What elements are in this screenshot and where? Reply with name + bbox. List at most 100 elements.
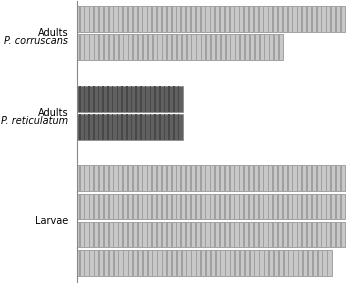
Bar [185, 6, 187, 32]
Bar [268, 6, 269, 32]
Bar [186, 250, 187, 275]
Bar [171, 166, 172, 191]
Bar [253, 6, 255, 32]
Bar [185, 166, 187, 191]
Bar [316, 222, 318, 247]
Bar [89, 222, 90, 247]
Bar [282, 166, 284, 191]
Bar [178, 114, 179, 140]
Bar [83, 114, 85, 140]
Bar [205, 194, 206, 219]
Bar [166, 6, 168, 32]
Bar [181, 250, 183, 275]
Bar [147, 34, 149, 60]
Bar [340, 222, 342, 247]
Bar [205, 250, 207, 275]
Bar [79, 86, 81, 112]
Bar [178, 86, 179, 112]
Bar [306, 194, 308, 219]
Bar [239, 250, 241, 275]
Bar [180, 222, 182, 247]
Bar [117, 114, 118, 140]
Bar [335, 194, 337, 219]
Bar [142, 34, 144, 60]
Bar [253, 166, 255, 191]
Bar [94, 194, 95, 219]
Bar [326, 194, 327, 219]
Bar [176, 6, 177, 32]
Bar [137, 6, 139, 32]
Bar [89, 6, 90, 32]
Bar [190, 194, 192, 219]
Bar [88, 86, 90, 112]
Bar [302, 250, 304, 275]
Bar [76, 6, 345, 32]
Bar [76, 166, 345, 191]
Bar [248, 166, 250, 191]
Bar [166, 222, 168, 247]
Bar [103, 34, 105, 60]
Bar [195, 166, 197, 191]
Bar [147, 250, 149, 275]
Bar [108, 250, 110, 275]
Bar [234, 222, 235, 247]
Bar [76, 114, 183, 140]
Bar [249, 250, 251, 275]
Bar [98, 222, 100, 247]
Bar [180, 6, 182, 32]
Bar [292, 194, 294, 219]
Bar [234, 166, 235, 191]
Bar [118, 166, 119, 191]
Bar [209, 6, 211, 32]
Bar [224, 166, 226, 191]
Bar [137, 222, 139, 247]
Bar [327, 250, 328, 275]
Bar [292, 166, 294, 191]
Bar [316, 166, 318, 191]
Bar [229, 222, 231, 247]
Bar [135, 114, 137, 140]
Bar [154, 114, 156, 140]
Bar [131, 114, 132, 140]
Bar [84, 250, 86, 275]
Bar [121, 86, 123, 112]
Bar [84, 34, 86, 60]
Bar [224, 6, 226, 32]
Bar [89, 194, 90, 219]
Bar [107, 114, 109, 140]
Bar [326, 222, 327, 247]
Bar [88, 114, 90, 140]
Bar [269, 34, 270, 60]
Bar [126, 114, 128, 140]
Bar [147, 222, 148, 247]
Bar [190, 222, 192, 247]
Bar [254, 250, 255, 275]
Bar [171, 34, 173, 60]
Bar [132, 166, 134, 191]
Bar [132, 250, 134, 275]
Bar [118, 250, 119, 275]
Bar [340, 194, 342, 219]
Bar [321, 166, 322, 191]
Bar [258, 194, 260, 219]
Bar [277, 222, 279, 247]
Bar [196, 34, 197, 60]
Bar [142, 250, 144, 275]
Bar [263, 166, 265, 191]
Bar [254, 34, 256, 60]
Bar [98, 114, 99, 140]
Bar [264, 34, 266, 60]
Bar [292, 6, 294, 32]
Bar [238, 6, 240, 32]
Bar [151, 166, 153, 191]
Bar [288, 250, 289, 275]
Bar [190, 166, 192, 191]
Bar [127, 194, 129, 219]
Bar [322, 250, 324, 275]
Bar [219, 222, 221, 247]
Bar [297, 222, 298, 247]
Bar [113, 166, 114, 191]
Bar [331, 166, 332, 191]
Bar [235, 34, 236, 60]
Bar [94, 250, 95, 275]
